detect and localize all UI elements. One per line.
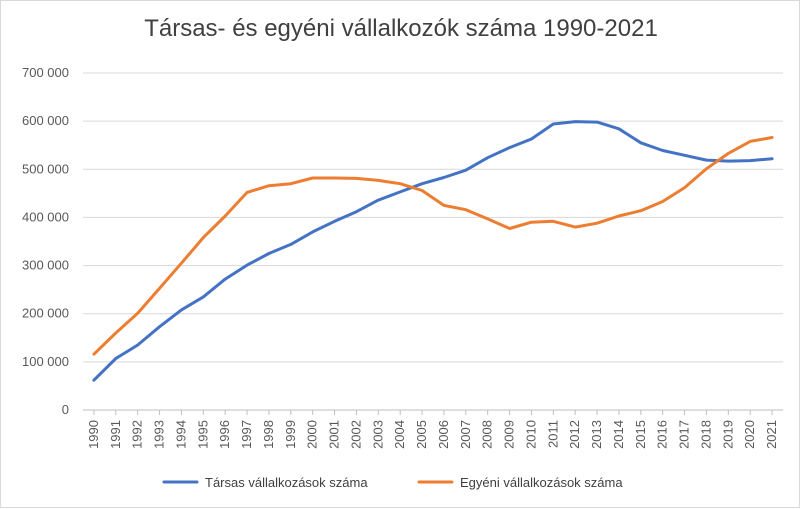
- y-tick-label: 500 000: [22, 161, 69, 176]
- x-tick-label: 2003: [370, 420, 385, 449]
- legend-label-2: Egyéni vállalkozások száma: [460, 475, 623, 490]
- x-tick-label: 2019: [720, 420, 735, 449]
- y-tick-label: 200 000: [22, 306, 69, 321]
- y-tick-label: 100 000: [22, 354, 69, 369]
- x-tick-label: 2002: [348, 420, 363, 449]
- x-tick-label: 2006: [436, 420, 451, 449]
- chart-title: Társas- és egyéni vállalkozók száma 1990…: [144, 15, 658, 42]
- x-tick-label: 2004: [392, 420, 407, 449]
- x-tick-label: 1993: [152, 420, 167, 449]
- series-line-2: [92, 136, 774, 356]
- series-line-1: [92, 120, 774, 382]
- x-tick-label: 2018: [698, 420, 713, 449]
- x-tick-label: 2021: [764, 420, 779, 449]
- y-tick-label: 400 000: [22, 209, 69, 224]
- y-tick-label: 700 000: [22, 65, 69, 80]
- x-tick-label: 2017: [677, 420, 692, 449]
- x-tick-label: 1996: [217, 420, 232, 449]
- x-tick-label: 2016: [655, 420, 670, 449]
- x-tick-label: 1997: [239, 420, 254, 449]
- legend-label-1: Társas vállalkozások száma: [205, 475, 368, 490]
- x-tick-label: 2008: [480, 420, 495, 449]
- x-tick-label: 1992: [130, 420, 145, 449]
- x-tick-label: 1991: [108, 420, 123, 449]
- x-tick-label: 2014: [611, 420, 626, 449]
- x-tick-label: 2007: [458, 420, 473, 449]
- x-tick-label: 2010: [523, 420, 538, 449]
- x-tick-label: 1995: [195, 420, 210, 449]
- x-tick-label: 2001: [327, 420, 342, 449]
- x-tick-label: 2013: [589, 420, 604, 449]
- x-tick-label: 2012: [567, 420, 582, 449]
- x-tick-label: 2000: [305, 420, 320, 449]
- x-tick-label: 2011: [545, 420, 560, 448]
- x-tick-label: 2015: [633, 420, 648, 449]
- y-tick-label: 600 000: [22, 113, 69, 128]
- x-tick-label: 2009: [502, 420, 517, 449]
- y-tick-label: 0: [62, 402, 69, 417]
- x-tick-label: 1994: [173, 420, 188, 449]
- y-tick-label: 300 000: [22, 258, 69, 273]
- x-tick-label: 2005: [414, 420, 429, 449]
- x-tick-label: 1999: [283, 420, 298, 449]
- x-tick-label: 1998: [261, 420, 276, 449]
- x-tick-label: 1990: [86, 420, 101, 449]
- x-tick-label: 2020: [742, 420, 757, 449]
